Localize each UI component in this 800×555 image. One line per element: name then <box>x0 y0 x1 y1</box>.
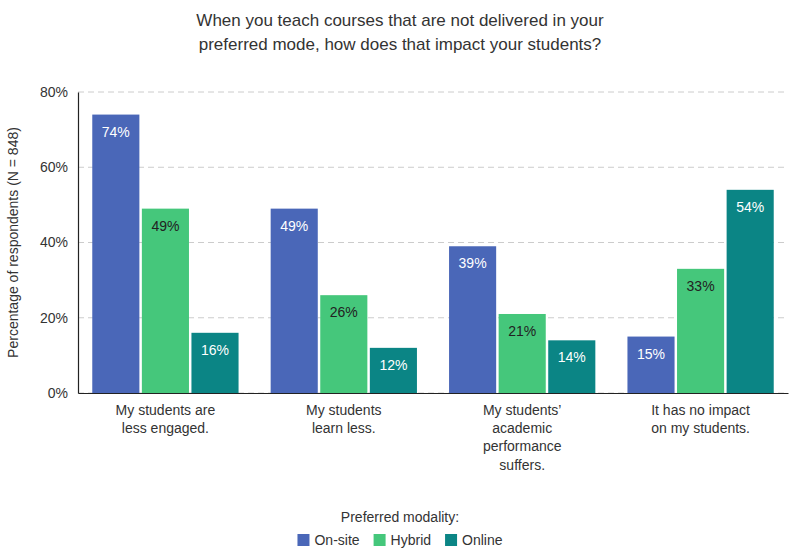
data-label: 54% <box>736 199 764 215</box>
chart: When you teach courses that are not deli… <box>0 0 800 555</box>
y-axis: 0% 20% 40% 60% 80% <box>40 84 79 401</box>
x-tick-label-line: suffers. <box>499 457 545 473</box>
y-tick: 40% <box>40 234 78 250</box>
data-labels: 74% 49% 39% 15% 49% 26% 21% 33% 16% 12% 14% 54% <box>102 124 764 373</box>
x-tick-label-line: academic <box>492 420 552 436</box>
bar <box>320 295 367 393</box>
data-label: 33% <box>687 278 715 294</box>
legend-swatch <box>374 534 386 546</box>
x-tick-label-line: performance <box>483 438 562 454</box>
bar <box>499 314 546 393</box>
grid <box>78 92 788 393</box>
data-label: 14% <box>558 349 586 365</box>
x-tick-label: My students are less engaged. <box>116 402 216 436</box>
y-tick-label: 20% <box>40 310 68 326</box>
y-tick: 60% <box>40 159 78 175</box>
bar-series <box>191 190 773 393</box>
title-line: When you teach courses that are not deli… <box>196 11 604 30</box>
x-tick-label-line: less engaged. <box>122 420 209 436</box>
y-tick: 0% <box>48 385 78 401</box>
x-tick-label-line: It has no impact <box>651 402 750 418</box>
bar <box>191 333 238 393</box>
x-tick-label: My students learn less. <box>306 402 381 436</box>
x-axis-line <box>79 393 789 394</box>
y-tick-label: 0% <box>48 385 68 401</box>
x-axis: My students are less engaged. My students l… <box>79 393 789 473</box>
data-label: 74% <box>102 124 130 140</box>
x-tick-label: My students’ academic performance suffers. <box>483 402 562 473</box>
x-tick-label-line: learn less. <box>312 420 376 436</box>
bar <box>92 115 139 393</box>
bar <box>548 340 595 393</box>
data-label: 15% <box>637 346 665 362</box>
y-axis-line <box>78 93 79 394</box>
y-tick: 80% <box>40 84 78 100</box>
bar <box>677 269 724 393</box>
data-label: 21% <box>508 323 536 339</box>
bar-series <box>92 115 674 393</box>
x-tick-label-line: My students <box>306 402 381 418</box>
legend: Preferred modality: On-site Hybrid Online <box>297 509 502 548</box>
bar <box>370 348 417 393</box>
y-tick-label: 40% <box>40 234 68 250</box>
bar <box>627 337 674 393</box>
legend-label: Hybrid <box>391 532 431 548</box>
legend-item: On-site <box>297 532 359 548</box>
legend-item: Hybrid <box>374 532 431 548</box>
legend-label: Online <box>462 532 503 548</box>
x-tick-label: It has no impact on my students. <box>651 402 750 436</box>
legend-swatch <box>297 534 309 546</box>
grid-line <box>78 92 788 93</box>
bars <box>92 115 773 393</box>
bar <box>727 190 774 393</box>
data-label: 12% <box>379 357 407 373</box>
bar <box>271 209 318 393</box>
title: When you teach courses that are not deli… <box>196 11 604 54</box>
grid-line <box>78 167 788 168</box>
data-label: 26% <box>330 304 358 320</box>
y-tick-label: 60% <box>40 159 68 175</box>
bar-series <box>142 209 724 393</box>
x-tick: My students learn less. <box>306 393 381 436</box>
y-tick-label: 80% <box>40 84 68 100</box>
x-tick-label-line: on my students. <box>651 420 750 436</box>
bar <box>449 246 496 393</box>
data-label: 16% <box>201 342 229 358</box>
x-tick-label-line: My students are <box>116 402 216 418</box>
data-label: 39% <box>459 255 487 271</box>
x-tick: It has no impact on my students. <box>651 393 750 436</box>
legend-title: Preferred modality: <box>341 509 459 525</box>
bar <box>142 209 189 393</box>
legend-item: Online <box>445 532 503 548</box>
legend-label: On-site <box>314 532 359 548</box>
title-line: preferred mode, how does that impact you… <box>199 35 602 54</box>
y-tick: 20% <box>40 310 78 326</box>
data-label: 49% <box>280 218 308 234</box>
legend-swatch <box>445 534 457 546</box>
x-tick: My students’ academic performance suffers. <box>483 393 562 473</box>
x-tick-label-line: My students’ <box>483 402 562 418</box>
data-label: 49% <box>151 218 179 234</box>
x-tick: My students are less engaged. <box>116 393 216 436</box>
y-axis-title: Percentage of respondents (N = 848) <box>5 127 21 358</box>
